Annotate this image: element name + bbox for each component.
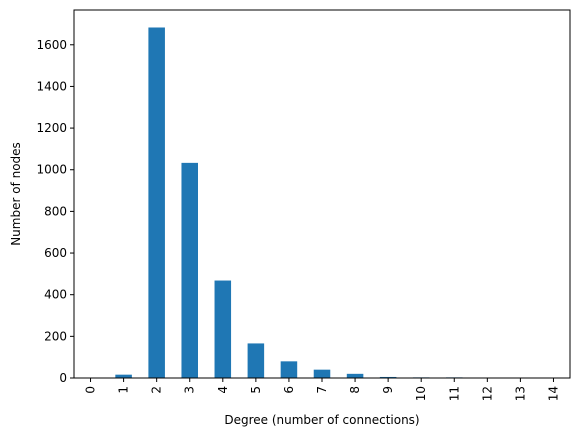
x-tick-label: 13 <box>513 386 527 401</box>
bar-degree-2 <box>148 27 165 379</box>
plot-frame <box>73 9 571 379</box>
y-axis-label: Number of nodes <box>9 142 23 246</box>
x-tick-label: 4 <box>216 386 230 394</box>
y-tick-label: 800 <box>44 204 67 218</box>
y-tick-label: 600 <box>44 246 67 260</box>
y-tick-label: 1600 <box>36 38 67 52</box>
y-tick-label: 200 <box>44 329 67 343</box>
x-tick-label: 9 <box>381 386 395 394</box>
bar-degree-7 <box>313 369 331 378</box>
y-axis-ticks: 0 200 400 600 800 1000 1200 1400 1600 <box>36 38 74 385</box>
bar-degree-4 <box>214 280 232 378</box>
x-tick-label: 2 <box>150 386 164 394</box>
y-tick-label: 400 <box>44 288 67 302</box>
x-tick-label: 5 <box>249 386 263 394</box>
x-tick-label: 7 <box>315 386 329 394</box>
bar-degree-6 <box>280 361 298 378</box>
y-tick-label: 1400 <box>36 79 67 93</box>
x-tick-label: 11 <box>447 386 461 401</box>
x-axis-ticks: 0 1 2 3 4 5 6 7 8 9 10 11 12 13 14 <box>84 378 560 401</box>
bar-degree-1 <box>115 374 132 378</box>
x-tick-label: 10 <box>414 386 428 401</box>
x-tick-label: 0 <box>84 386 98 394</box>
bar-degree-8 <box>346 373 364 378</box>
bar-degree-3 <box>181 162 198 378</box>
y-tick-label: 1200 <box>36 121 67 135</box>
y-tick-label: 1000 <box>36 163 67 177</box>
x-tick-label: 1 <box>117 386 131 394</box>
x-tick-label: 8 <box>348 386 362 394</box>
bar-degree-9 <box>379 376 397 378</box>
y-tick-label: 0 <box>59 371 67 385</box>
x-tick-label: 12 <box>480 386 494 401</box>
x-tick-label: 14 <box>546 386 560 401</box>
x-axis-label: Degree (number of connections) <box>224 413 419 427</box>
bar-degree-5 <box>247 343 265 378</box>
bars-group <box>115 27 562 379</box>
x-tick-label: 3 <box>183 386 197 394</box>
x-tick-label: 6 <box>282 386 296 394</box>
